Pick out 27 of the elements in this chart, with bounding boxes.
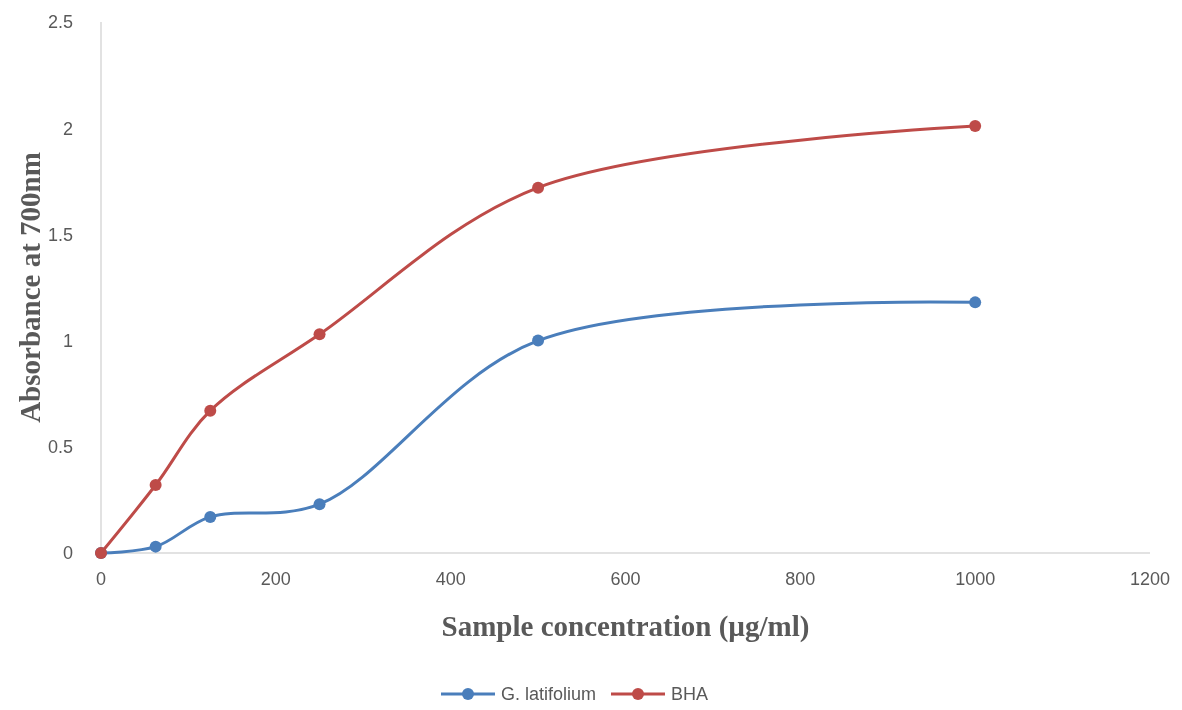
x-tick-label: 200 — [260, 569, 291, 589]
y-tick-label: 2 — [62, 118, 73, 139]
point — [149, 540, 162, 553]
legend-label: BHA — [671, 684, 709, 705]
x-tick-label: 800 — [785, 569, 816, 589]
legend-label: G. latifolium — [501, 684, 597, 705]
y-tick-label: 1 — [62, 330, 73, 351]
point — [532, 181, 545, 194]
point — [149, 479, 162, 492]
point — [969, 296, 982, 309]
y-tick-label: 0 — [62, 543, 73, 564]
point — [313, 498, 326, 511]
x-tick-label: 1200 — [1129, 569, 1171, 589]
y-tick-label: 1.5 — [47, 224, 73, 245]
x-tick-label: 400 — [435, 569, 466, 589]
x-tick-label: 0 — [95, 569, 107, 589]
x-tick-label: 1000 — [955, 569, 996, 589]
point — [313, 328, 326, 341]
y-tick-label: 2.5 — [47, 12, 73, 33]
x-axis-title: Sample concentration (µg/ml) — [441, 610, 810, 643]
point — [204, 510, 217, 523]
x-tick-label: 600 — [610, 569, 641, 589]
y-axis-title: Absorbance at 700nm — [14, 152, 46, 423]
point — [204, 404, 217, 417]
point — [969, 120, 982, 133]
point — [532, 334, 545, 347]
y-tick-label: 0.5 — [47, 437, 73, 458]
